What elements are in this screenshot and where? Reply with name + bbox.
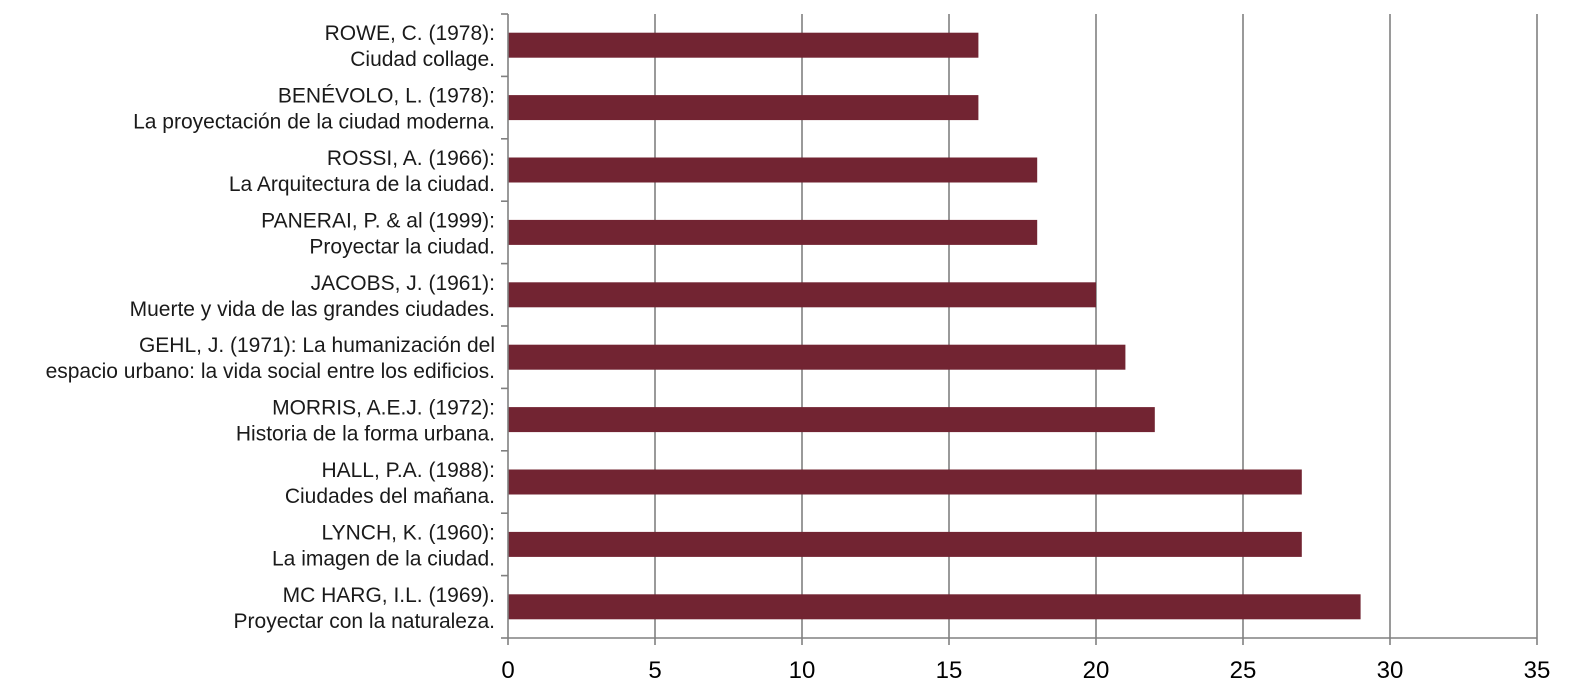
category-label-line: ROWE, C. (1978): [325, 22, 495, 45]
x-tick-label-15: 15 [936, 657, 963, 684]
category-label-line: espacio urbano: la vida social entre los… [46, 360, 495, 383]
bars [508, 32, 1361, 620]
x-tick-label-0: 0 [501, 657, 514, 684]
category-label-7: HALL, P.A. (1988): Ciudades del mañana. [285, 459, 495, 508]
category-label-line: LYNCH, K. (1960): [321, 521, 495, 544]
category-label-line: Muerte y vida de las grandes ciudades. [130, 298, 495, 321]
category-label-line: La Arquitectura de la ciudad. [229, 173, 495, 196]
x-tick-label-25: 25 [1230, 657, 1257, 684]
axes [501, 13, 1538, 645]
x-tick-label-20: 20 [1083, 657, 1110, 684]
category-label-line: ROSSI, A. (1966): [327, 147, 495, 170]
category-label-line: La proyectación de la ciudad moderna. [133, 111, 495, 134]
bar-5 [508, 344, 1126, 370]
bar-2 [508, 157, 1038, 183]
category-label-5: GEHL, J. (1971): La humanización del espa… [46, 334, 495, 383]
bar-0 [508, 32, 979, 58]
category-label-line: HALL, P.A. (1988): [321, 459, 495, 482]
bar-9 [508, 594, 1361, 620]
category-label-line: MC HARG, I.L. (1969). [283, 584, 495, 607]
category-label-line: PANERAI, P. & al (1999): [261, 209, 495, 232]
category-labels: ROWE, C. (1978): Ciudad collage. BENÉVOLO,… [46, 22, 495, 633]
x-tick-label-5: 5 [648, 657, 661, 684]
category-label-line: La imagen de la ciudad. [272, 547, 495, 570]
category-label-1: BENÉVOLO, L. (1978): La proyectación de l… [133, 85, 495, 134]
x-tick-label-35: 35 [1524, 657, 1551, 684]
bar-4 [508, 282, 1096, 308]
category-label-8: LYNCH, K. (1960): La imagen de la ciudad. [272, 521, 495, 570]
bar-3 [508, 219, 1038, 245]
category-label-line: Ciudades del mañana. [285, 485, 495, 508]
category-label-3: PANERAI, P. & al (1999): Proyectar la ciu… [261, 209, 495, 258]
bar-8 [508, 531, 1302, 557]
bar-7 [508, 469, 1302, 495]
category-label-6: MORRIS, A.E.J. (1972): Historia de la for… [236, 397, 495, 446]
category-label-line: GEHL, J. (1971): La humanización del [139, 334, 495, 357]
category-label-line: Proyectar con la naturaleza. [234, 610, 495, 633]
bar-6 [508, 407, 1155, 433]
category-label-0: ROWE, C. (1978): Ciudad collage. [325, 22, 495, 71]
category-label-line: Historia de la forma urbana. [236, 423, 495, 446]
category-label-line: Proyectar la ciudad. [309, 235, 495, 258]
category-label-line: Ciudad collage. [350, 48, 495, 71]
category-label-2: ROSSI, A. (1966): La Arquitectura de la c… [229, 147, 495, 196]
category-label-9: MC HARG, I.L. (1969). Proyectar con la na… [234, 584, 495, 633]
x-tick-label-10: 10 [789, 657, 816, 684]
category-label-line: JACOBS, J. (1961): [311, 272, 495, 295]
category-label-line: MORRIS, A.E.J. (1972): [272, 397, 495, 420]
x-tick-labels: 0 5 10 15 20 25 30 35 [501, 657, 1550, 684]
x-tick-label-30: 30 [1377, 657, 1404, 684]
category-label-4: JACOBS, J. (1961): Muerte y vida de las g… [130, 272, 495, 321]
category-label-line: BENÉVOLO, L. (1978): [278, 85, 495, 108]
bar-1 [508, 95, 979, 121]
